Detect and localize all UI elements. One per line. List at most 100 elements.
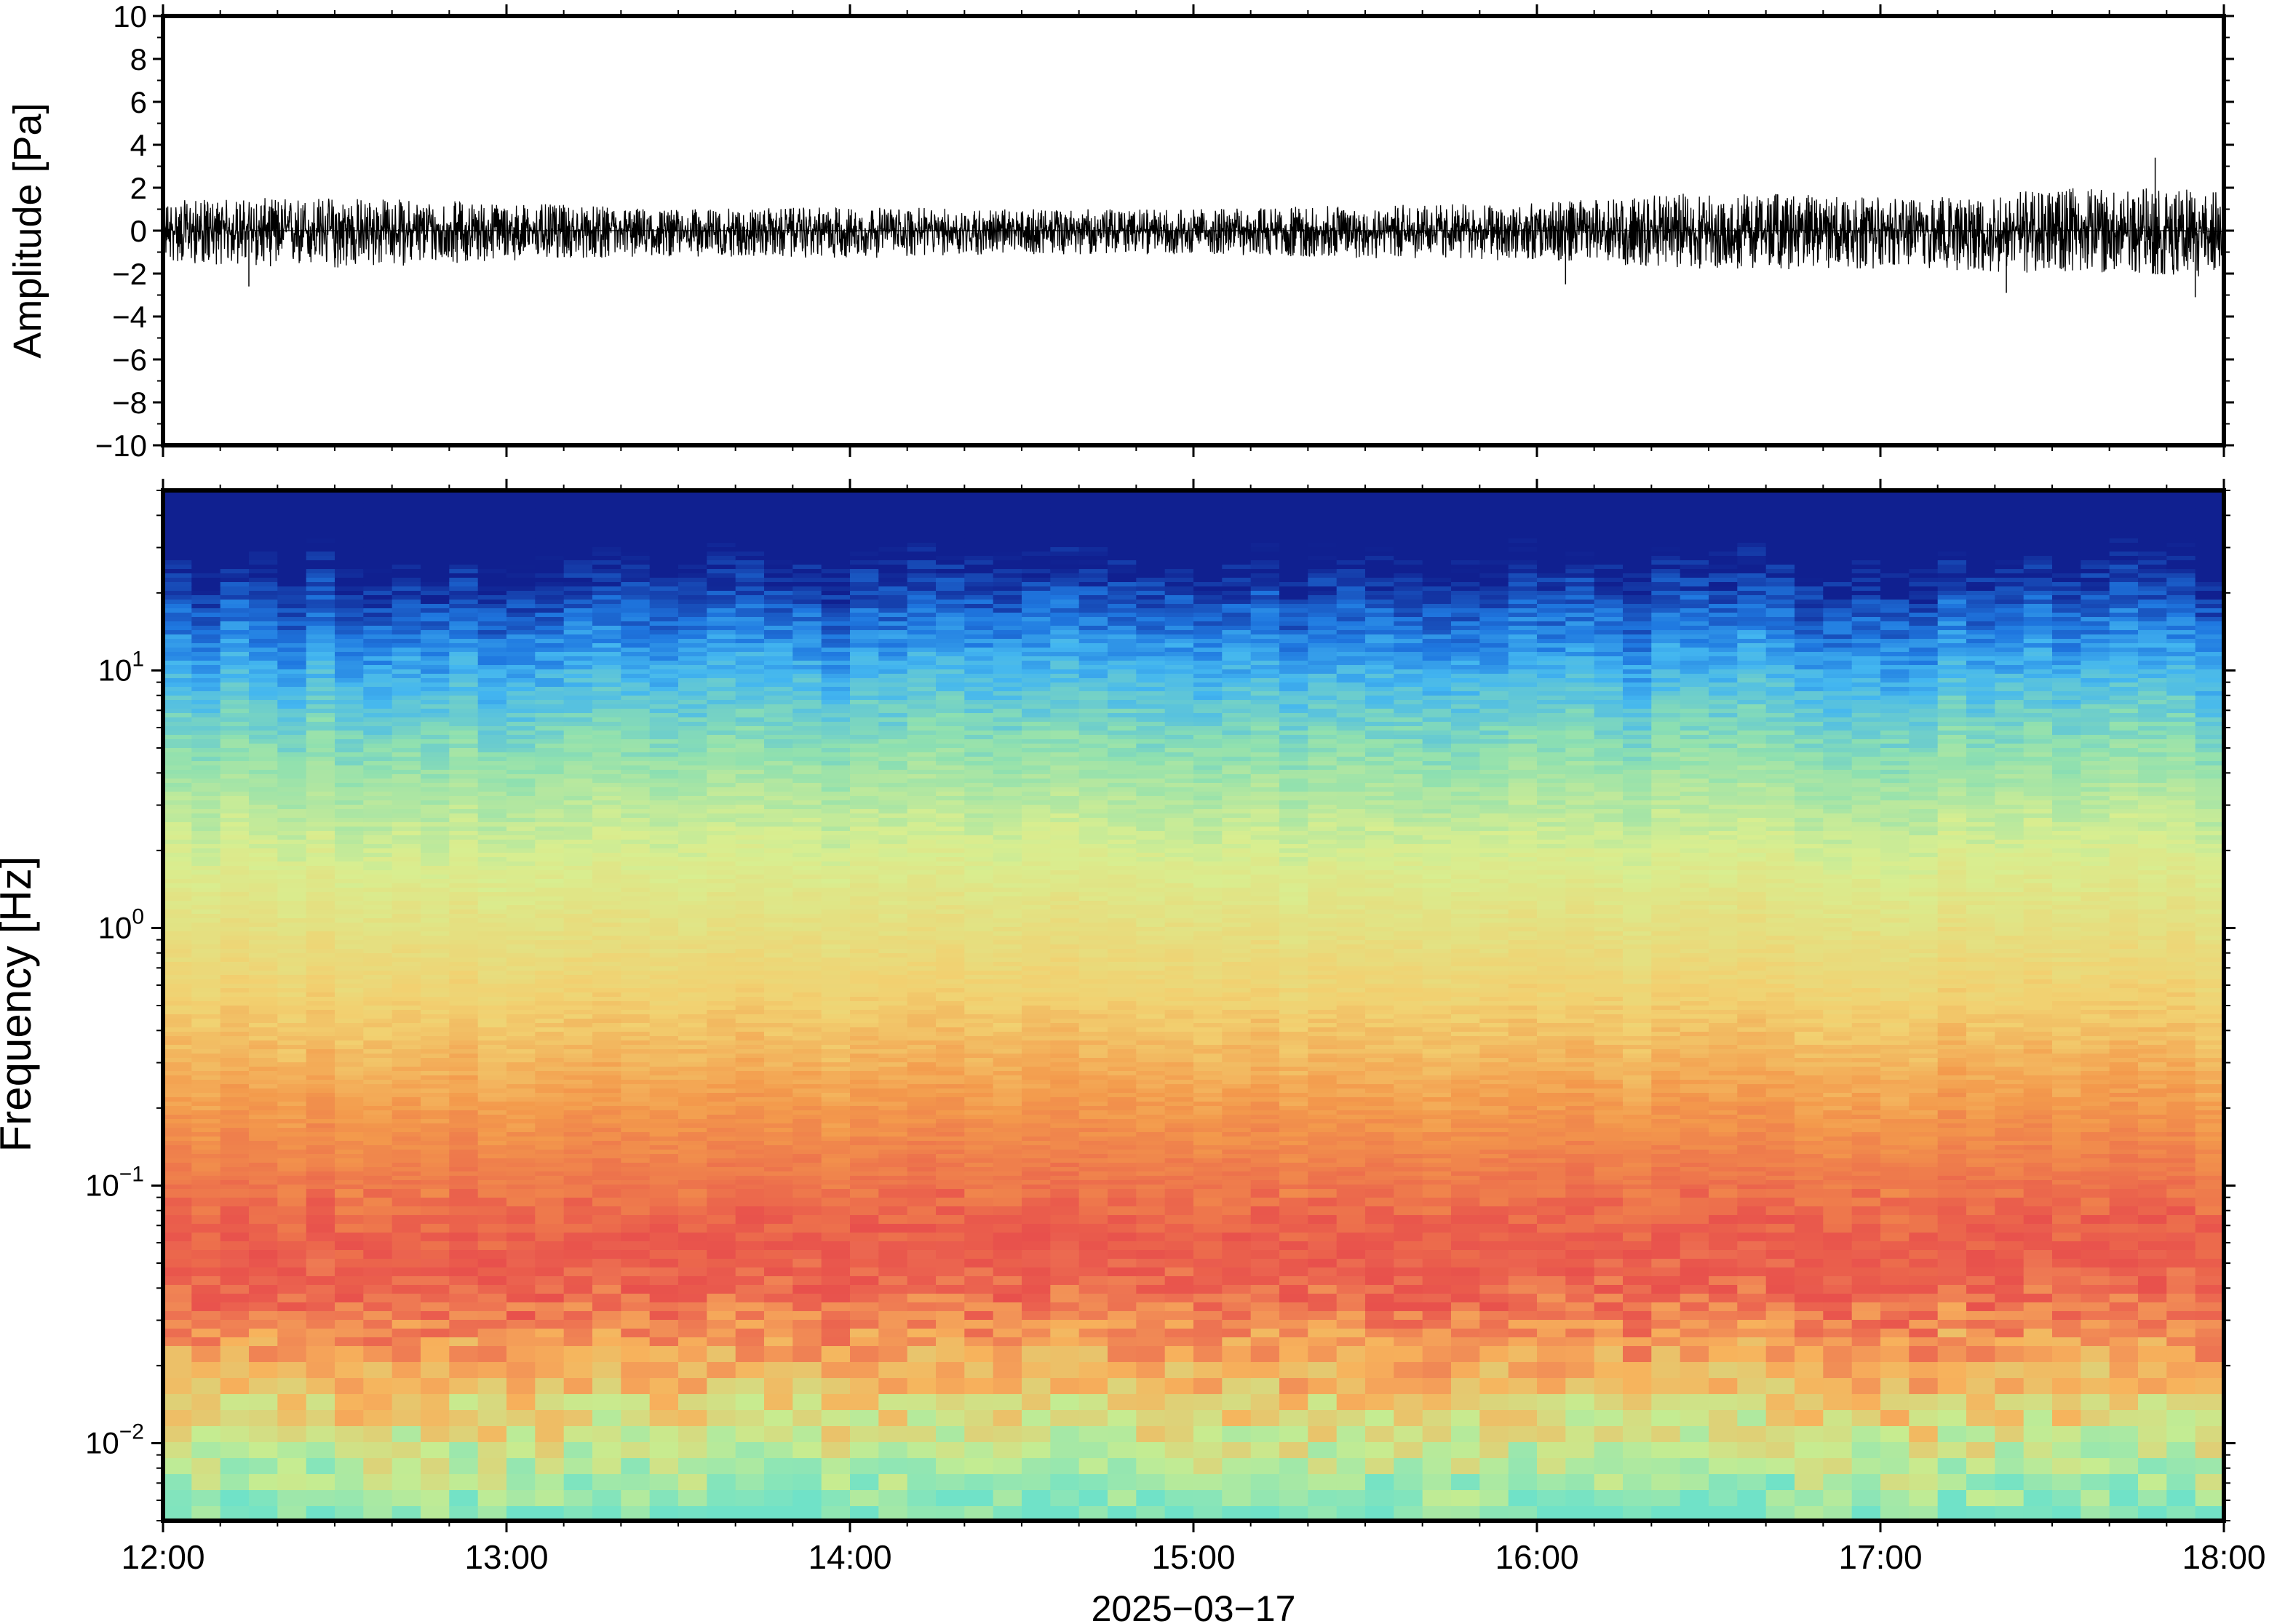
spectrogram-cell [477,857,507,862]
spectrogram-cell [792,1023,822,1028]
spectrogram-cell [792,495,822,500]
spectrogram-cell [735,1049,765,1054]
spectrogram-cell [506,735,536,740]
spectrogram-cell [191,757,221,762]
spectrogram-cell [592,1394,622,1411]
spectrogram-cell [592,1045,622,1050]
spectrogram-cell [249,713,279,718]
spectrogram-cell [421,827,450,832]
spectrogram-cell [878,1014,908,1019]
spectrogram-cell [163,617,193,622]
spectrogram-cell [535,988,565,993]
spectrogram-cell [363,988,393,993]
spectrogram-cell [678,1163,708,1168]
spectrogram-cell [592,1458,622,1475]
spectrogram-cell [335,1137,365,1142]
spectrogram-cell [850,888,880,893]
spectrogram-cell [563,626,593,631]
spectrogram-cell [850,1233,880,1242]
spectrogram-cell [592,966,622,971]
spectrogram-cell [621,796,651,801]
spectrogram-cell [563,770,593,775]
spectrogram-cell [421,1067,450,1072]
spectrogram-cell [392,1045,421,1050]
spectrogram-cell [506,796,536,801]
spectrogram-cell [506,923,536,928]
spectrogram-cell [621,521,651,526]
spectrogram-cell [735,1410,765,1427]
spectrogram-cell [335,1123,365,1129]
spectrogram-cell [563,578,593,583]
spectrogram-cell [592,1123,622,1129]
spectrogram-cell [850,661,880,666]
spectrogram-cell [449,1224,479,1233]
spectrogram-cell [821,1259,851,1268]
spectrogram-cell [506,853,536,858]
spectrogram-cell [649,792,679,797]
spectrogram-cell [678,1224,708,1233]
spectrogram-cell [220,1167,250,1172]
spectrogram-cell [191,1215,221,1225]
spectrogram-cell [563,1145,593,1150]
spectrogram-cell [163,595,193,600]
spectrogram-cell [335,901,365,906]
spectrogram-cell [707,813,736,819]
spectrogram-cell [191,556,221,561]
spectrogram-cell [821,1394,851,1411]
spectrogram-cell [707,896,736,901]
spectrogram-cell [191,988,221,993]
spectrogram-cell [792,661,822,666]
spectrogram-cell [277,1071,307,1076]
spectrogram-cell [792,901,822,906]
spectrogram-cell [449,687,479,692]
spectrogram-cell [392,901,421,906]
spectrogram-cell [850,678,880,683]
spectrogram-cell [878,909,908,915]
spectrogram-cell [563,1110,593,1115]
spectrogram-cell [449,591,479,596]
spectrogram-cell [392,971,421,976]
spectrogram-cell [277,1267,307,1277]
spectrogram-cell [792,490,822,495]
spectrogram-cell [764,503,794,509]
spectrogram-cell [707,918,736,923]
spectrogram-cell [277,818,307,823]
spectrogram-cell [735,1036,765,1041]
spectrogram-cell [678,752,708,757]
spectrogram-cell [535,1106,565,1111]
spectrogram-cell [850,1185,880,1190]
spectrogram-cell [764,1123,794,1129]
spectrogram-cell [678,517,708,522]
spectrogram-cell [592,696,622,701]
spectrogram-cell [249,827,279,832]
spectrogram-cell [477,578,507,583]
spectrogram-cell [764,1088,794,1094]
spectrogram-cell [277,774,307,779]
spectrogram-cell [735,512,765,517]
spectrogram-cell [821,656,851,661]
spectrogram-cell [335,975,365,980]
spectrogram-cell [764,1241,794,1251]
spectrogram-cell [707,1206,736,1216]
spectrogram-cell [163,499,193,504]
spectrogram-cell [678,726,708,731]
spectrogram-cell [792,1141,822,1146]
spectrogram-cell [592,918,622,923]
spectrogram-cell [277,1180,307,1185]
spectrogram-cell [477,936,507,941]
spectrogram-cell [392,1141,421,1146]
spectrogram-cell [878,517,908,522]
spectrogram-cell [306,1167,335,1172]
spectrogram-cell [363,490,393,495]
spectrogram-cell [764,556,794,561]
spectrogram-cell [421,1119,450,1124]
spectrogram-cell [535,665,565,670]
spectrogram-cell [850,761,880,766]
spectrogram-cell [764,565,794,570]
spectrogram-cell [563,1058,593,1063]
spectrogram-cell [277,1189,307,1198]
spectrogram-cell [735,739,765,744]
spectrogram-cell [649,1049,679,1054]
spectrogram-cell [821,600,851,605]
spectrogram-cell [392,661,421,666]
